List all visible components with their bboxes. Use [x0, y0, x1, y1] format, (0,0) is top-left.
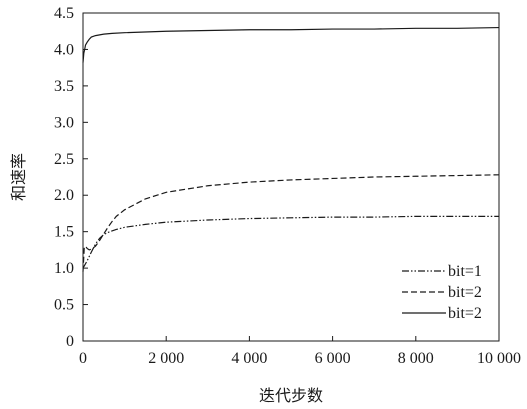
- legend-label-2: bit=2: [448, 284, 482, 301]
- y-tick-label: 0: [66, 333, 74, 350]
- series-line-2: [83, 175, 499, 272]
- x-tick-label: 2 000: [148, 350, 184, 367]
- legend-label-3: bit=2: [448, 305, 482, 322]
- y-tick-label: 4.0: [54, 41, 74, 58]
- plot-frame: [83, 13, 499, 341]
- y-tick-label: 4.5: [54, 5, 74, 22]
- legend-label-1: bit=1: [448, 263, 482, 280]
- y-tick-label: 2.0: [54, 187, 74, 204]
- y-tick-label: 2.5: [54, 151, 74, 168]
- y-axis-label: 和速率: [9, 153, 28, 201]
- series-lines: [83, 28, 499, 272]
- x-tick-label: 6 000: [315, 350, 351, 367]
- x-tick-label: 0: [79, 350, 87, 367]
- x-axis-label: 迭代步数: [259, 386, 323, 405]
- y-tick-label: 3.0: [54, 114, 74, 131]
- y-tick-label: 3.5: [54, 78, 74, 95]
- y-tick-label: 1.0: [54, 260, 74, 277]
- x-tick-label: 8 000: [398, 350, 434, 367]
- x-tick-label: 10 000: [477, 350, 521, 367]
- series-line-1: [83, 216, 499, 268]
- legend: bit=1 bit=2 bit=2: [402, 263, 482, 322]
- x-tick-label: 4 000: [231, 350, 267, 367]
- series-line-3: [83, 28, 499, 63]
- y-tick-label: 0.5: [54, 297, 74, 314]
- y-tick-label: 1.5: [54, 224, 74, 241]
